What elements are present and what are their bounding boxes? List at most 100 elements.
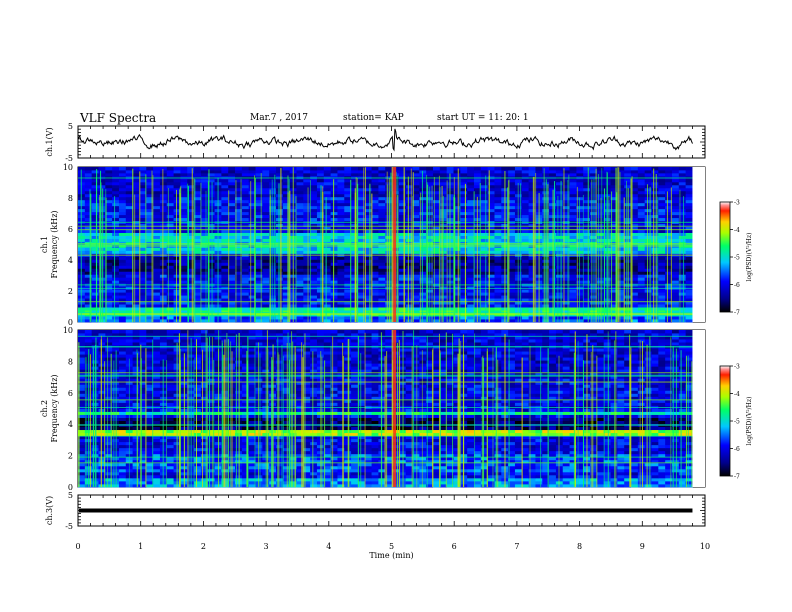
spectrogram-cell xyxy=(508,295,516,299)
spectrogram-cell xyxy=(644,271,652,275)
spectrogram-cell xyxy=(248,214,256,219)
spectrogram-cell xyxy=(330,190,338,195)
spectrogram-cell xyxy=(398,214,407,219)
spectrogram-cell xyxy=(371,301,379,305)
spectrogram-cell xyxy=(132,316,140,320)
spectrogram-cell xyxy=(235,223,243,228)
spectrogram-cell xyxy=(671,301,680,305)
spectrogram-cell xyxy=(228,298,236,302)
spectrogram-cell xyxy=(282,268,291,272)
spectrogram-cell xyxy=(200,301,209,305)
spectrogram-cell xyxy=(228,211,236,216)
spectrogram-cell xyxy=(596,256,605,260)
spectrogram-cell xyxy=(248,307,256,311)
spectrogram-cell xyxy=(91,238,99,242)
spectrogram-cell xyxy=(282,319,291,323)
spectrogram-cell xyxy=(269,178,277,183)
spectrogram-cell xyxy=(262,202,270,207)
spectrogram-cell xyxy=(139,208,147,213)
spectrogram-cell xyxy=(357,214,366,219)
spectrogram-cell xyxy=(146,187,154,192)
spectrogram-cell xyxy=(665,301,673,305)
spectrogram-cell xyxy=(153,196,161,201)
spectrogram-cell xyxy=(596,211,605,216)
spectrogram-cell xyxy=(91,190,99,195)
spectrogram-cell xyxy=(166,193,174,198)
spectrogram-cell xyxy=(398,292,407,296)
spectrogram-cell xyxy=(433,259,441,263)
spectrogram-cell xyxy=(528,172,536,177)
spectrogram-cell xyxy=(235,301,243,305)
spectrogram-cell xyxy=(105,205,113,210)
spectrogram-cell xyxy=(357,202,366,207)
spectrogram-cell xyxy=(187,256,195,260)
spectrogram-cell xyxy=(467,319,475,323)
spectrogram-cell xyxy=(398,277,407,281)
spectrogram-cell xyxy=(617,214,625,219)
spectrogram-cell xyxy=(84,256,93,260)
spectrogram-cell xyxy=(194,181,202,186)
spectrogram-cell xyxy=(651,208,659,213)
spectrogram-cell xyxy=(644,181,652,186)
spectrogram-cell xyxy=(180,214,188,219)
spectrogram-cell xyxy=(412,229,420,233)
spectrogram-cell xyxy=(364,181,372,186)
spectrogram-cell xyxy=(105,292,113,296)
spectrogram-cell xyxy=(617,316,625,320)
spectrogram-cell xyxy=(412,232,420,236)
spectrogram-cell xyxy=(262,274,270,278)
spectrogram-cell xyxy=(665,178,673,183)
spectrogram-cell xyxy=(344,205,352,210)
spectrogram-cell xyxy=(453,205,461,210)
spectrogram-cell xyxy=(125,319,134,323)
spectrogram-cell xyxy=(665,319,673,323)
spectrogram-cell xyxy=(644,214,652,219)
spectrogram-cell xyxy=(337,295,345,299)
spectrogram-cell xyxy=(583,238,591,242)
spectrogram-cell xyxy=(310,211,318,216)
spectrogram-cell xyxy=(508,271,516,275)
spectrogram-cell xyxy=(296,178,304,183)
spectrogram-cell xyxy=(508,208,516,213)
spectrogram-cell xyxy=(610,190,618,195)
spectrogram-cell xyxy=(685,193,693,198)
spectrogram-cell xyxy=(323,292,332,296)
spectrogram-cell xyxy=(269,181,277,186)
spectrogram-cell xyxy=(494,187,502,192)
spectrogram-cell xyxy=(303,196,311,201)
spectrogram-cell xyxy=(275,178,284,183)
spectrogram-cell xyxy=(357,304,366,308)
spectrogram-cell xyxy=(658,304,666,308)
spectrogram-cell xyxy=(269,217,277,222)
spectrogram-cell xyxy=(419,226,427,230)
spectrogram-cell xyxy=(665,223,673,228)
spectrogram-cell xyxy=(84,205,93,210)
spectrogram-cell xyxy=(371,295,379,299)
spectrogram-cell xyxy=(651,274,659,278)
spectrogram-cell xyxy=(125,223,134,228)
spectrogram-cell xyxy=(562,256,570,260)
spectrogram-cell xyxy=(180,280,188,284)
spectrogram-cell xyxy=(433,190,441,195)
spectrogram-cell xyxy=(337,232,345,236)
spectrogram-cell xyxy=(583,256,591,260)
spectrogram-cell xyxy=(596,301,605,305)
spectrogram-cell xyxy=(255,304,263,308)
spectrogram-cell xyxy=(344,187,352,192)
spectrogram-cell xyxy=(105,238,113,242)
spectrogram-cell xyxy=(221,259,229,263)
spectrogram-cell xyxy=(528,250,536,254)
spectrogram-cell xyxy=(631,268,639,272)
spectrogram-cell xyxy=(235,250,243,254)
spectrogram-cell xyxy=(84,178,93,183)
spectrogram-cell xyxy=(412,181,420,186)
spectrogram-cell xyxy=(146,307,154,311)
spectrogram-cell xyxy=(555,199,564,204)
spectrogram-cell xyxy=(617,247,625,251)
spectrogram-cell xyxy=(460,256,468,260)
spectrogram-cell xyxy=(528,193,536,198)
spectrogram-cell xyxy=(323,217,332,222)
spectrogram-cell xyxy=(378,262,386,266)
spectrogram-cell xyxy=(146,292,154,296)
spectrogram-cell xyxy=(671,316,680,320)
